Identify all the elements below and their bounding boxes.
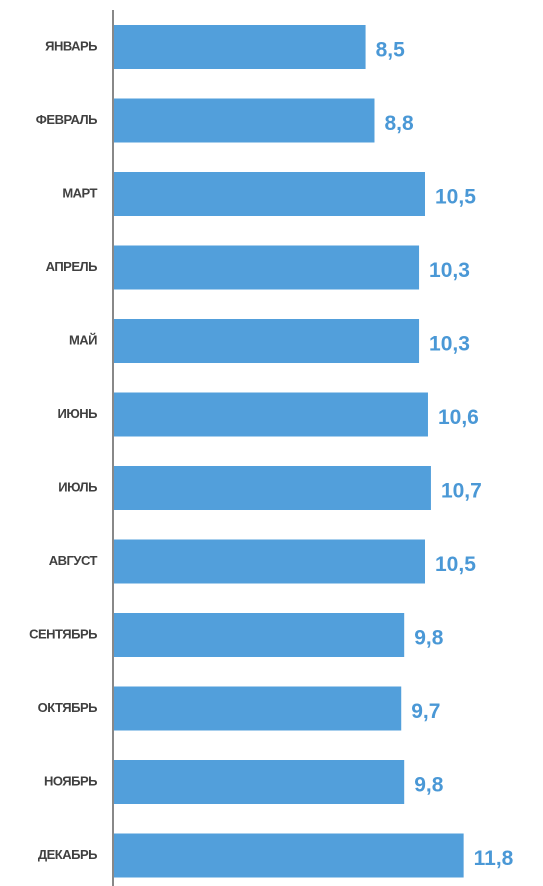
value-label: 10,5 xyxy=(435,186,476,209)
y-tick-label: ИЮЛЬ xyxy=(58,479,97,494)
value-label: 9,8 xyxy=(414,627,444,650)
y-tick-label: МАРТ xyxy=(62,185,97,200)
value-label: 10,3 xyxy=(429,259,470,282)
y-tick-label: НОЯБРЬ xyxy=(44,773,97,788)
y-tick-label: СЕНТЯБРЬ xyxy=(29,626,97,641)
bar xyxy=(113,319,420,363)
bar xyxy=(113,466,431,510)
value-label: 10,5 xyxy=(435,553,476,576)
y-tick-label: МАЙ xyxy=(69,332,97,347)
bar xyxy=(113,760,405,804)
value-label: 10,3 xyxy=(429,333,470,356)
y-tick-label: АВГУСТ xyxy=(49,553,98,568)
value-label: 8,8 xyxy=(384,112,414,135)
bar xyxy=(113,172,425,216)
bar xyxy=(113,539,425,584)
bar xyxy=(113,392,428,437)
bar xyxy=(113,833,464,878)
bar xyxy=(113,613,405,657)
y-tick-label: ФЕВРАЛЬ xyxy=(36,112,97,127)
value-label: 9,7 xyxy=(411,700,440,723)
y-tick-label: ИЮНЬ xyxy=(58,406,98,421)
value-label: 10,6 xyxy=(438,406,479,429)
y-tick-label: АПРЕЛЬ xyxy=(46,259,98,274)
bar xyxy=(113,686,402,731)
y-tick-label: ОКТЯБРЬ xyxy=(38,700,97,715)
value-label: 11,8 xyxy=(474,847,514,870)
bar xyxy=(113,98,375,143)
value-label: 8,5 xyxy=(376,39,406,62)
value-label: 10,7 xyxy=(441,480,482,503)
y-tick-label: ДЕКАБРЬ xyxy=(38,847,97,862)
bar xyxy=(113,25,366,69)
value-label: 9,8 xyxy=(414,774,444,797)
y-tick-label: ЯНВАРЬ xyxy=(45,38,97,53)
bar xyxy=(113,245,420,290)
